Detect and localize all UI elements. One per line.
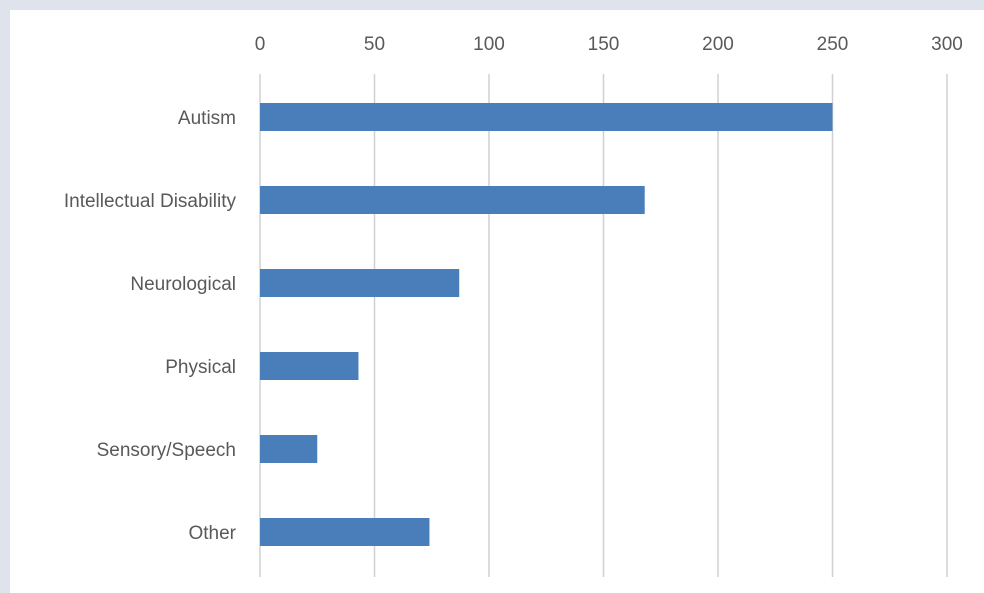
bar-neurological [260,269,460,297]
x-axis-tick-labels: 0 50 100 150 200 250 300 [255,34,963,55]
gridlines [259,74,948,577]
bar-autism [260,103,833,131]
category-label: Other [188,523,236,544]
category-label: Neurological [130,274,236,295]
bar-other [260,518,430,546]
x-tick-label: 150 [588,34,620,55]
x-tick-label: 250 [817,34,849,55]
category-label: Sensory/Speech [97,440,236,461]
x-tick-label: 0 [255,34,266,55]
x-tick-label: 200 [702,34,734,55]
category-label: Intellectual Disability [64,191,237,212]
bars [260,103,833,546]
bar-physical [260,352,359,380]
x-tick-label: 300 [931,34,963,55]
category-labels: Autism Intellectual Disability Neurologica… [64,108,237,544]
category-label: Physical [165,357,236,378]
category-label: Autism [178,108,236,129]
horizontal-bar-chart: 0 50 100 150 200 250 300 Autism Intellectual Di… [64,34,963,577]
chart-panel: 0 50 100 150 200 250 300 Autism Intellectual Di… [10,10,984,593]
bar-intellectual-disability [260,186,645,214]
x-tick-label: 100 [473,34,505,55]
x-tick-label: 50 [364,34,385,55]
bar-sensory-speech [260,435,318,463]
